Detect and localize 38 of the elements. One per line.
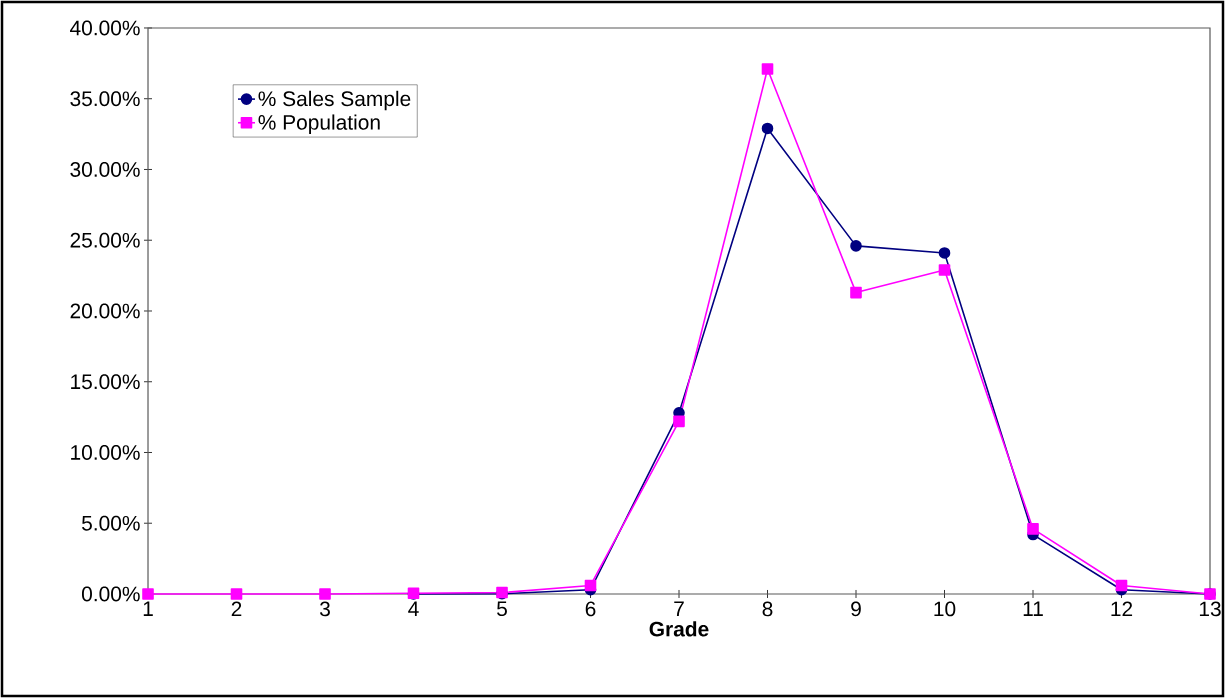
x-tick-label: 8 (762, 601, 773, 617)
y-tick-label: 0.00% (81, 586, 140, 602)
y-tick-label: 15.00% (71, 374, 140, 390)
y-tick-label: 10.00% (71, 445, 140, 460)
point (1027, 523, 1039, 535)
x-tick-label: 1 (143, 601, 153, 616)
y-tick-label: 20.00% (70, 303, 140, 319)
x-tick-label: 2 (231, 601, 242, 617)
y-tick-label: 35.00% (70, 91, 140, 107)
x-axis-title: Grade (649, 621, 709, 637)
y-tick-label: 5.00% (82, 515, 140, 531)
point (230, 588, 243, 600)
x-tick-label: 3 (319, 601, 330, 617)
point (584, 579, 597, 592)
point (761, 122, 774, 135)
y-tick-label: 25.00% (70, 232, 140, 248)
point (938, 247, 951, 259)
x-tick-label: 12 (1111, 601, 1133, 617)
point (1115, 579, 1128, 592)
legend-label: % Population (258, 114, 380, 134)
x-tick-label: 11 (1023, 601, 1043, 616)
point (142, 588, 154, 600)
point (673, 415, 685, 428)
point (850, 240, 862, 252)
x-tick-label: 9 (851, 601, 861, 617)
point (319, 588, 331, 600)
x-tick-label: 5 (497, 601, 507, 617)
x-tick-label: 4 (408, 601, 419, 616)
x-tick-label: 7 (674, 601, 684, 616)
point (938, 264, 951, 276)
y-tick-label: 30.00% (70, 162, 140, 177)
x-tick-label: 10 (934, 601, 956, 617)
legend-label: % Sales Sample (258, 90, 411, 111)
y-tick-label: 40.00% (70, 20, 140, 36)
x-tick-label: 13 (1199, 601, 1221, 617)
point (850, 286, 862, 299)
point (761, 63, 774, 75)
x-tick-label: 6 (585, 601, 596, 617)
